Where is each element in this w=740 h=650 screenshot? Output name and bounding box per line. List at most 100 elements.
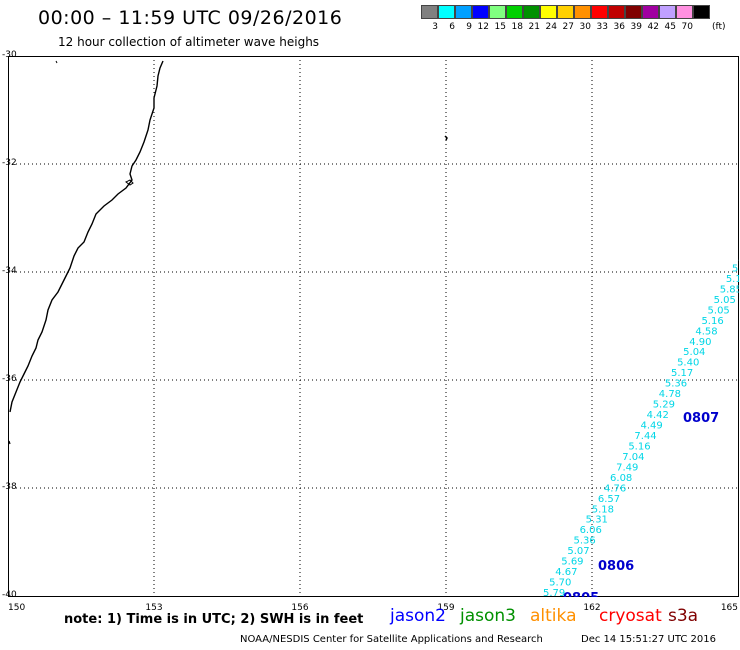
coastline bbox=[9, 60, 164, 413]
swh-value: 5.36 bbox=[573, 536, 595, 547]
legend-label: 42 bbox=[647, 22, 659, 32]
swh-value: 6.08 bbox=[610, 473, 632, 484]
footer-date: Dec 14 15:51:27 UTC 2016 bbox=[581, 634, 716, 645]
legend-swatch bbox=[472, 5, 489, 19]
swh-value: 5.17 bbox=[671, 368, 693, 379]
legend-label: 18 bbox=[511, 22, 523, 32]
swh-value: 5.31 bbox=[586, 515, 608, 526]
swh-value: 5.36 bbox=[665, 379, 687, 390]
legend-swatch bbox=[625, 5, 642, 19]
swh-value: 5.1 bbox=[726, 274, 739, 285]
legend-label: 45 bbox=[664, 22, 676, 32]
lon-tick-label: 153 bbox=[145, 603, 163, 613]
legend-swatch bbox=[591, 5, 608, 19]
swh-value: 4.58 bbox=[695, 326, 717, 337]
swh-value: 4.49 bbox=[641, 421, 663, 432]
map-frame bbox=[8, 56, 739, 597]
lon-tick-label: 159 bbox=[437, 603, 455, 613]
satellite-legend-item: jason2 bbox=[390, 606, 446, 626]
legend-label: 6 bbox=[449, 22, 455, 32]
lon-tick-label: 156 bbox=[291, 603, 309, 613]
lon-tick-label: 165 bbox=[720, 603, 738, 613]
legend-swatch bbox=[523, 5, 540, 19]
altimeter-track: 5.795.704.675.695.075.366.065.315.186.57… bbox=[543, 253, 739, 597]
swh-value: 7.04 bbox=[622, 452, 644, 463]
legend-swatch bbox=[421, 5, 438, 19]
footer-credit: NOAA/NESDIS Center for Satellite Applica… bbox=[240, 634, 543, 645]
swh-value: 5.16 bbox=[701, 316, 723, 327]
swh-value: 4.42 bbox=[647, 410, 669, 421]
legend-swatch bbox=[574, 5, 591, 19]
legend-swatch bbox=[642, 5, 659, 19]
footer-note: note: 1) Time is in UTC; 2) SWH is in fe… bbox=[64, 612, 364, 627]
legend-swatch bbox=[659, 5, 676, 19]
legend-label: 3 bbox=[432, 22, 438, 32]
swh-value: 5.69 bbox=[561, 557, 583, 568]
lat-tick-label: -34 bbox=[2, 266, 17, 276]
legend-label: 15 bbox=[494, 22, 506, 32]
pass-time-label: 0806 bbox=[598, 559, 634, 574]
legend-label: 21 bbox=[528, 22, 540, 32]
legend-swatch bbox=[608, 5, 625, 19]
page-title: 00:00 – 11:59 UTC 09/26/2016 bbox=[38, 7, 343, 29]
pass-time-label: 0807 bbox=[683, 411, 719, 426]
legend-unit: (ft) bbox=[712, 22, 726, 32]
time-labels: 0805 0806 0807 bbox=[563, 411, 719, 597]
lord-howe-island bbox=[444, 135, 448, 141]
legend-label: 33 bbox=[596, 22, 608, 32]
legend-swatch bbox=[489, 5, 506, 19]
lat-tick-label: -30 bbox=[2, 50, 17, 60]
swh-value: 7.44 bbox=[634, 431, 656, 442]
legend-label: 39 bbox=[630, 22, 642, 32]
legend-swatch bbox=[455, 5, 472, 19]
graticule bbox=[8, 56, 739, 597]
lat-tick-label: -36 bbox=[2, 374, 17, 384]
swh-value: 5.04 bbox=[683, 347, 705, 358]
satellite-legend-item: cryosat bbox=[599, 606, 662, 626]
swh-value: 5.05 bbox=[708, 305, 730, 316]
legend-label: 30 bbox=[579, 22, 591, 32]
swh-value: 5.05 bbox=[714, 295, 736, 306]
swh-value: 5.70 bbox=[549, 578, 571, 589]
page-subtitle: 12 hour collection of altimeter wave hei… bbox=[58, 35, 320, 49]
swh-value: 5.07 bbox=[567, 546, 589, 557]
lon-tick-label: 162 bbox=[583, 603, 601, 613]
lat-tick-label: -40 bbox=[2, 590, 17, 600]
swh-value: 5.18 bbox=[592, 504, 614, 515]
legend-label bbox=[693, 22, 710, 32]
swh-value: 5.29 bbox=[653, 400, 675, 411]
legend-label: 36 bbox=[613, 22, 625, 32]
small-island bbox=[55, 60, 58, 64]
satellite-legend-item: s3a bbox=[668, 606, 699, 626]
swh-value: 6.06 bbox=[580, 525, 602, 536]
coast-islet bbox=[125, 179, 134, 186]
pass-time-label: 0805 bbox=[563, 591, 599, 597]
legend-swatch bbox=[540, 5, 557, 19]
swh-value: 5.79 bbox=[543, 588, 565, 597]
lat-tick-label: -32 bbox=[2, 158, 17, 168]
swh-value: 5. bbox=[732, 263, 739, 274]
legend-swatch bbox=[557, 5, 574, 19]
color-legend-labels: 3 6 9 12 15 18 21 24 27 30 33 36 39 42 45 70 (ft) bbox=[421, 22, 734, 32]
legend-swatch bbox=[438, 5, 455, 19]
swh-value: 4.67 bbox=[555, 567, 577, 578]
swh-value: 6.57 bbox=[598, 494, 620, 505]
swh-value: 5.16 bbox=[628, 441, 650, 452]
swh-value: 4.78 bbox=[659, 389, 681, 400]
legend-swatch bbox=[676, 5, 693, 19]
legend-label: 9 bbox=[466, 22, 472, 32]
satellite-legend-item: altika bbox=[530, 606, 577, 626]
legend-label: 12 bbox=[477, 22, 489, 32]
legend-label: 27 bbox=[562, 22, 574, 32]
legend-label: 24 bbox=[545, 22, 557, 32]
swh-value: 7.49 bbox=[616, 462, 638, 473]
lon-tick-label: 150 bbox=[8, 603, 26, 613]
swh-value: 5.85 bbox=[720, 284, 739, 295]
lat-tick-label: -38 bbox=[2, 482, 17, 492]
swh-value: 5.40 bbox=[677, 358, 699, 369]
legend-swatch bbox=[693, 5, 710, 19]
swh-value: 4.76 bbox=[604, 483, 626, 494]
coast-fragment bbox=[8, 440, 11, 445]
satellite-legend-item: jason3 bbox=[460, 606, 516, 626]
map-area: 5.795.704.675.695.075.366.065.315.186.57… bbox=[8, 56, 739, 597]
